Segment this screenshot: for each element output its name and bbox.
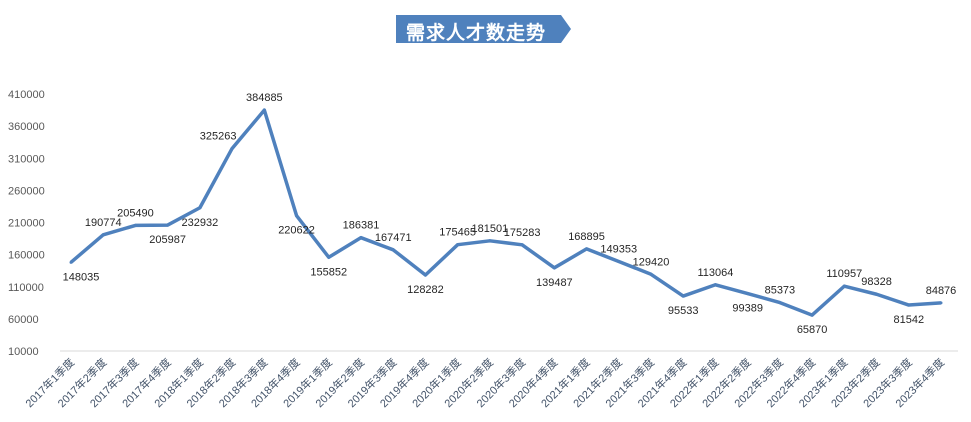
data-label: 110957 xyxy=(826,268,862,280)
data-point xyxy=(391,248,395,252)
y-tick-label: 260000 xyxy=(8,185,45,197)
data-label: 95533 xyxy=(668,305,699,317)
y-tick-label: 110000 xyxy=(8,282,44,294)
data-label: 149353 xyxy=(600,243,637,255)
data-point xyxy=(778,301,782,305)
y-tick-label: 410000 xyxy=(8,89,45,101)
data-point xyxy=(198,206,202,210)
title-banner-shape xyxy=(396,15,571,43)
data-label: 205987 xyxy=(149,234,186,246)
data-label: 155852 xyxy=(310,266,347,278)
data-label: 148035 xyxy=(63,271,100,283)
y-tick-label: 210000 xyxy=(8,218,45,230)
data-label: 181501 xyxy=(472,223,509,235)
data-label: 81542 xyxy=(893,314,924,326)
data-point xyxy=(488,239,492,243)
data-point xyxy=(617,259,621,263)
data-label: 139487 xyxy=(536,277,573,289)
data-label: 175283 xyxy=(504,227,541,239)
y-tick-label: 60000 xyxy=(8,314,39,326)
data-label: 113064 xyxy=(697,267,733,279)
data-point xyxy=(359,236,363,240)
data-point xyxy=(842,284,846,288)
data-point xyxy=(585,247,589,251)
data-point xyxy=(133,223,137,227)
data-label: 99389 xyxy=(732,303,763,315)
data-point xyxy=(230,146,234,150)
data-label: 175465 xyxy=(439,227,476,239)
data-point xyxy=(262,108,266,112)
data-point xyxy=(681,294,685,298)
data-point xyxy=(295,214,299,218)
data-point xyxy=(649,272,653,276)
data-point xyxy=(875,292,879,296)
y-tick-label: 160000 xyxy=(8,250,45,262)
data-point xyxy=(101,233,105,237)
data-point xyxy=(69,260,73,264)
data-point xyxy=(520,243,524,247)
chart-title: 需求人才数走势 xyxy=(406,22,547,44)
data-label: 168895 xyxy=(568,231,605,243)
data-point xyxy=(552,266,556,270)
data-point xyxy=(907,303,911,307)
data-label: 85373 xyxy=(765,285,796,297)
data-label: 167471 xyxy=(375,232,412,244)
data-label: 325263 xyxy=(200,130,237,142)
data-label: 98328 xyxy=(861,276,892,288)
data-point xyxy=(423,273,427,277)
data-label: 84876 xyxy=(926,285,957,297)
data-label: 186381 xyxy=(343,220,380,232)
data-point xyxy=(810,313,814,317)
data-label: 220622 xyxy=(278,225,315,237)
data-label: 128282 xyxy=(407,284,444,296)
data-point xyxy=(456,243,460,247)
data-label: 190774 xyxy=(85,217,122,229)
data-label: 129420 xyxy=(633,256,670,268)
data-point xyxy=(713,283,717,287)
data-point xyxy=(939,301,943,305)
y-tick-label: 310000 xyxy=(8,153,45,165)
data-point xyxy=(166,223,170,227)
data-label: 65870 xyxy=(797,324,828,336)
data-point xyxy=(746,292,750,296)
data-point xyxy=(327,255,331,259)
data-label: 232932 xyxy=(182,217,219,229)
data-label: 205490 xyxy=(117,207,154,219)
data-label: 384885 xyxy=(246,92,283,104)
y-tick-label: 360000 xyxy=(8,121,45,133)
series-line xyxy=(69,108,942,317)
y-tick-label: 10000 xyxy=(8,346,39,358)
